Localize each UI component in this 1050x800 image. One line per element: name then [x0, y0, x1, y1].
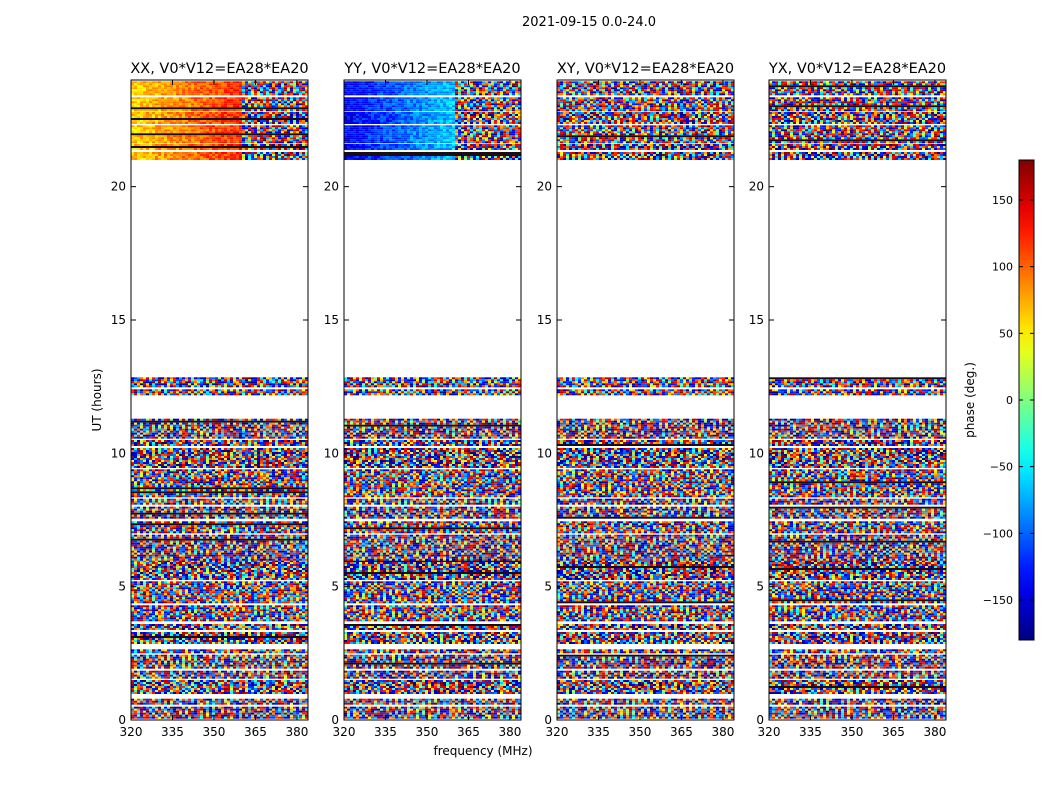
y-tick-label: 5 — [118, 580, 126, 594]
phase-image-xx — [131, 81, 308, 719]
y-tick-label: 0 — [756, 713, 764, 727]
y-tick-label: 15 — [749, 313, 764, 327]
colorbar-tick-label: 50 — [999, 327, 1013, 340]
panel-xx: XX, V0*V12=EA28*EA20 320 335 350 365 380 0 5 10 1… — [111, 61, 309, 739]
x-tick-label: 350 — [416, 725, 439, 739]
x-tick-label: 350 — [841, 725, 864, 739]
x-axis-label: frequency (MHz) — [433, 744, 532, 758]
phase-image-xy — [557, 81, 734, 719]
x-tick-label: 335 — [161, 725, 184, 739]
y-axis-label: UT (hours) — [90, 368, 104, 431]
colorbar-tick-label: 100 — [992, 261, 1013, 274]
y-tick-label: 10 — [749, 446, 764, 460]
y-tick-label: 10 — [111, 446, 126, 460]
colorbar: 150 100 50 0 −50 −100 −150 — [983, 159, 1035, 641]
colorbar-tick-label: −100 — [983, 527, 1013, 540]
x-tick-label: 365 — [244, 725, 267, 739]
y-tick-label: 20 — [537, 180, 552, 194]
x-tick-label: 380 — [285, 725, 308, 739]
panel-frame — [556, 79, 735, 721]
colorbar-label: phase (deg.) — [963, 362, 977, 438]
y-tick-label: 15 — [324, 313, 339, 327]
y-tick-label: 5 — [756, 580, 764, 594]
y-tick-label: 5 — [331, 580, 339, 594]
x-tick-label: 335 — [374, 725, 397, 739]
y-tick-label: 0 — [544, 713, 552, 727]
panels-group: XX, V0*V12=EA28*EA20 320 335 350 365 380 0 5 10 1… — [111, 61, 947, 739]
phase-image-yy — [344, 81, 521, 719]
colorbar-tick-label: −150 — [983, 594, 1013, 607]
x-tick-label: 320 — [120, 725, 143, 739]
panel-title: YY, V0*V12=EA28*EA20 — [343, 61, 520, 77]
x-tick-label: 335 — [587, 725, 610, 739]
y-tick-label: 20 — [324, 180, 339, 194]
y-tick-label: 5 — [544, 580, 552, 594]
panel-xy: XY, V0*V12=EA28*EA20 320 335 350 365 380 0 5 10 1… — [537, 61, 735, 739]
phase-image-yx — [769, 81, 946, 719]
x-tick-label: 380 — [498, 725, 521, 739]
x-tick-label: 320 — [758, 725, 781, 739]
panel-title: XX, V0*V12=EA28*EA20 — [130, 61, 308, 77]
x-tick-label: 335 — [799, 725, 822, 739]
colorbar-tick-label: −50 — [990, 461, 1013, 474]
colorbar-tick-label: 150 — [992, 194, 1013, 207]
panel-frame — [768, 79, 947, 721]
x-tick-label: 350 — [203, 725, 226, 739]
x-tick-label: 320 — [546, 725, 569, 739]
y-tick-label: 0 — [331, 713, 339, 727]
y-tick-label: 20 — [749, 180, 764, 194]
x-tick-label: 365 — [457, 725, 480, 739]
panel-title: YX, V0*V12=EA28*EA20 — [768, 61, 946, 77]
x-tick-label: 365 — [670, 725, 693, 739]
x-tick-label: 365 — [882, 725, 905, 739]
y-tick-label: 10 — [537, 446, 552, 460]
panel-yx: YX, V0*V12=EA28*EA20 320 335 350 365 380 0 5 10 1… — [749, 61, 947, 739]
y-tick-label: 15 — [111, 313, 126, 327]
panel-frame — [343, 79, 522, 721]
y-tick-label: 20 — [111, 180, 126, 194]
panel-yy: YY, V0*V12=EA28*EA20 320 335 350 365 380 0 5 10 1… — [324, 61, 522, 739]
colorbar-tick-label: 0 — [1006, 394, 1013, 407]
figure-suptitle: 2021-09-15 0.0-24.0 — [522, 15, 656, 30]
y-tick-label: 0 — [118, 713, 126, 727]
panel-title: XY, V0*V12=EA28*EA20 — [557, 61, 734, 77]
y-tick-label: 10 — [324, 446, 339, 460]
x-tick-label: 380 — [711, 725, 734, 739]
x-tick-label: 320 — [333, 725, 356, 739]
x-tick-label: 380 — [923, 725, 946, 739]
x-tick-label: 350 — [629, 725, 652, 739]
y-tick-label: 15 — [537, 313, 552, 327]
panel-frame — [130, 79, 309, 721]
